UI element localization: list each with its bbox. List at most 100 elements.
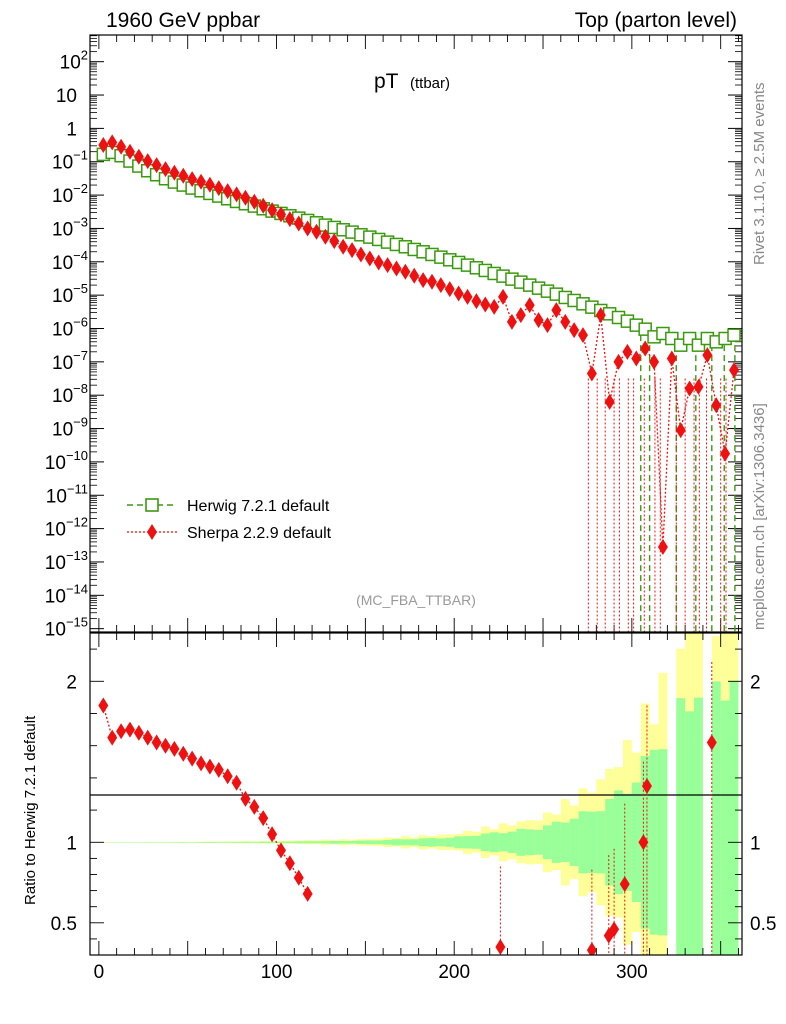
- green-band-bin: [258, 841, 268, 843]
- sherpa-point: [418, 272, 429, 289]
- ratio-y-label: Ratio to Herwig 7.2.1 default: [22, 715, 39, 905]
- green-band-bin: [196, 841, 206, 843]
- sherpa-point: [577, 327, 588, 344]
- green-band-bin: [622, 793, 632, 891]
- ratio-frame: [89, 632, 743, 956]
- main-y-tick-label: 10−1: [52, 148, 88, 174]
- sherpa-point: [98, 137, 109, 154]
- sherpa-point: [675, 422, 686, 439]
- ratio-point: [160, 737, 171, 754]
- green-band-bin: [267, 841, 277, 844]
- sherpa-point: [196, 173, 207, 190]
- ratio-axis-ticks: [90, 633, 742, 955]
- green-band-bin: [143, 842, 153, 843]
- process-label: Top (parton level): [575, 9, 737, 32]
- sherpa-point: [622, 343, 633, 360]
- sherpa-point: [409, 267, 420, 284]
- main-y-tick-label: 10−8: [52, 381, 88, 407]
- sherpa-point: [133, 148, 144, 165]
- x-tick-labels: 0 100 200 300: [94, 962, 648, 983]
- x-tick-label: 200: [438, 962, 470, 983]
- main-panel: 102 10 1 10−1 10−2 10−3 10−4 10−5 10−6 10−7 10−8 10…: [45, 34, 743, 641]
- sherpa-point: [258, 197, 269, 214]
- x-tick-label: 100: [261, 962, 293, 983]
- sherpa-point: [284, 211, 295, 228]
- green-band-bin: [445, 837, 455, 847]
- green-band-bin: [400, 839, 410, 846]
- green-band-bin: [187, 842, 197, 843]
- ratio-point: [267, 826, 278, 843]
- green-band-bin: [711, 681, 721, 955]
- sherpa-point: [116, 138, 127, 155]
- green-band-bin: [729, 681, 739, 955]
- ratio-point: [275, 842, 286, 859]
- green-band-bin: [720, 700, 730, 955]
- green-band-bin: [205, 841, 215, 843]
- sherpa-point: [604, 393, 615, 410]
- sherpa-point: [435, 277, 446, 294]
- green-band-bin: [347, 840, 357, 844]
- sherpa-point: [187, 171, 198, 188]
- green-band-bin: [507, 831, 517, 853]
- x-tick-label: 300: [616, 962, 648, 983]
- sherpa-series-line: [103, 141, 735, 548]
- ratio-point: [222, 768, 233, 785]
- green-band-bin: [383, 839, 393, 845]
- ratio-point: [196, 755, 207, 772]
- main-y-tick-label: 102: [60, 48, 88, 74]
- legend-herwig-swatch: [127, 498, 177, 512]
- green-band-bin: [169, 841, 179, 843]
- main-y-tick-label: 1: [66, 119, 77, 140]
- sherpa-point: [462, 288, 473, 305]
- sherpa-point: [542, 317, 553, 334]
- sherpa-point: [471, 293, 482, 310]
- sherpa-point: [489, 298, 500, 315]
- green-band-bin: [285, 841, 295, 844]
- analysis-watermark: (MC_FBA_TTBAR): [356, 592, 476, 608]
- sherpa-point: [515, 307, 526, 324]
- main-y-tick-label: 10: [56, 86, 77, 107]
- main-y-tick-label: 10−14: [45, 581, 88, 607]
- sherpa-point: [391, 260, 402, 277]
- sherpa-point: [347, 242, 358, 259]
- green-band-bin: [560, 822, 570, 863]
- green-band-bin: [534, 829, 544, 855]
- sherpa-point: [631, 350, 642, 367]
- ratio-point: [302, 885, 313, 902]
- ratio-y-tick-label: 0.5: [51, 914, 77, 935]
- green-band-bin: [694, 697, 703, 955]
- sherpa-point: [302, 220, 313, 237]
- green-band-bin: [525, 829, 535, 856]
- ratio-point: [169, 740, 180, 757]
- sherpa-point: [524, 297, 535, 314]
- ratio-point: [231, 774, 242, 791]
- ratio-point: [258, 810, 269, 827]
- sherpa-point: [124, 143, 135, 160]
- sherpa-point: [320, 228, 331, 245]
- green-band-bin: [569, 818, 579, 866]
- main-y-tick-label: 10−10: [45, 448, 88, 474]
- main-y-tick-label: 10−7: [52, 348, 88, 374]
- sherpa-point: [444, 281, 455, 298]
- sherpa-point: [267, 202, 278, 219]
- main-y-tick-label: 10−13: [45, 548, 88, 574]
- legend-sherpa-swatch: [127, 524, 177, 540]
- sherpa-point: [613, 353, 624, 370]
- green-band-bin: [294, 841, 304, 844]
- sherpa-point: [178, 167, 189, 184]
- green-band-bin: [232, 841, 242, 843]
- ratio-point: [586, 942, 597, 955]
- ratio-y-tick-label-right: 1: [750, 833, 761, 854]
- green-band-bin: [605, 798, 615, 886]
- main-axis-ticks: [90, 35, 742, 632]
- green-band-bin: [516, 828, 526, 856]
- ratio-series-line: [102, 705, 309, 895]
- sherpa-point: [657, 538, 668, 555]
- sherpa-point: [151, 157, 162, 174]
- main-frame: [89, 34, 743, 633]
- sherpa-point: [640, 340, 651, 357]
- green-band-bin: [631, 782, 641, 903]
- main-y-tick-label: 10−9: [52, 415, 88, 441]
- ratio-point: [151, 734, 162, 751]
